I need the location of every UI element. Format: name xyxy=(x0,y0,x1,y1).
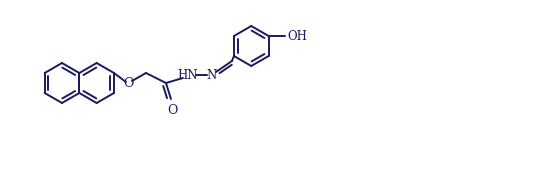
Text: O: O xyxy=(123,76,133,89)
Text: HN: HN xyxy=(178,69,198,82)
Text: O: O xyxy=(167,104,177,117)
Text: N: N xyxy=(207,69,217,82)
Text: OH: OH xyxy=(288,30,307,42)
